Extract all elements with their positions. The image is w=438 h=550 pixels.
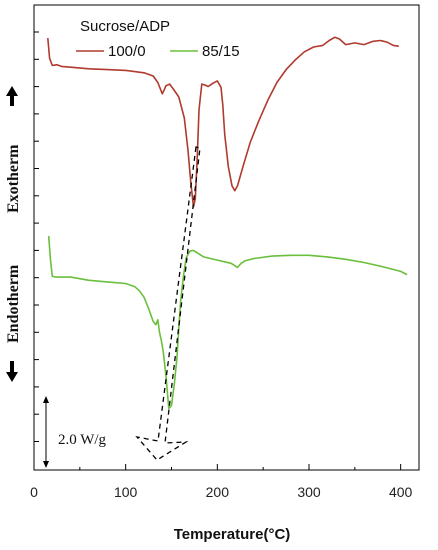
dashed-arrow-annotation [135,146,201,461]
x-tick-label-100: 100 [114,484,138,500]
y-label-exotherm: Exotherm [5,144,22,213]
exotherm-arrow-icon [6,86,18,106]
x-tick-label-0: 0 [30,484,38,500]
scale-bar: 2.0 W/g [43,396,107,468]
x-tick-label-300: 300 [297,484,321,500]
legend-label-100-0: 100/0 [108,43,146,60]
series-layer [47,36,408,410]
scale-bar-label: 2.0 W/g [58,432,107,448]
y-axis-labels: Exotherm Endotherm [5,86,22,382]
legend: Sucrose/ADP 100/0 85/15 [76,18,240,60]
x-axis-label: Temperature(°C) [174,526,291,543]
x-tick-label-400: 400 [389,484,413,500]
y-label-endotherm: Endotherm [5,264,22,343]
legend-label-85-15: 85/15 [202,43,240,60]
series-line-85-15 [47,235,408,410]
x-axis-ticks: 0 100 200 300 400 [30,464,413,500]
legend-title: Sucrose/ADP [80,18,170,35]
y-axis-ticks [34,31,39,442]
plot-frame [33,4,420,471]
x-tick-label-200: 200 [206,484,230,500]
endotherm-arrow-icon [6,361,18,382]
series-line-100-0 [47,36,399,208]
